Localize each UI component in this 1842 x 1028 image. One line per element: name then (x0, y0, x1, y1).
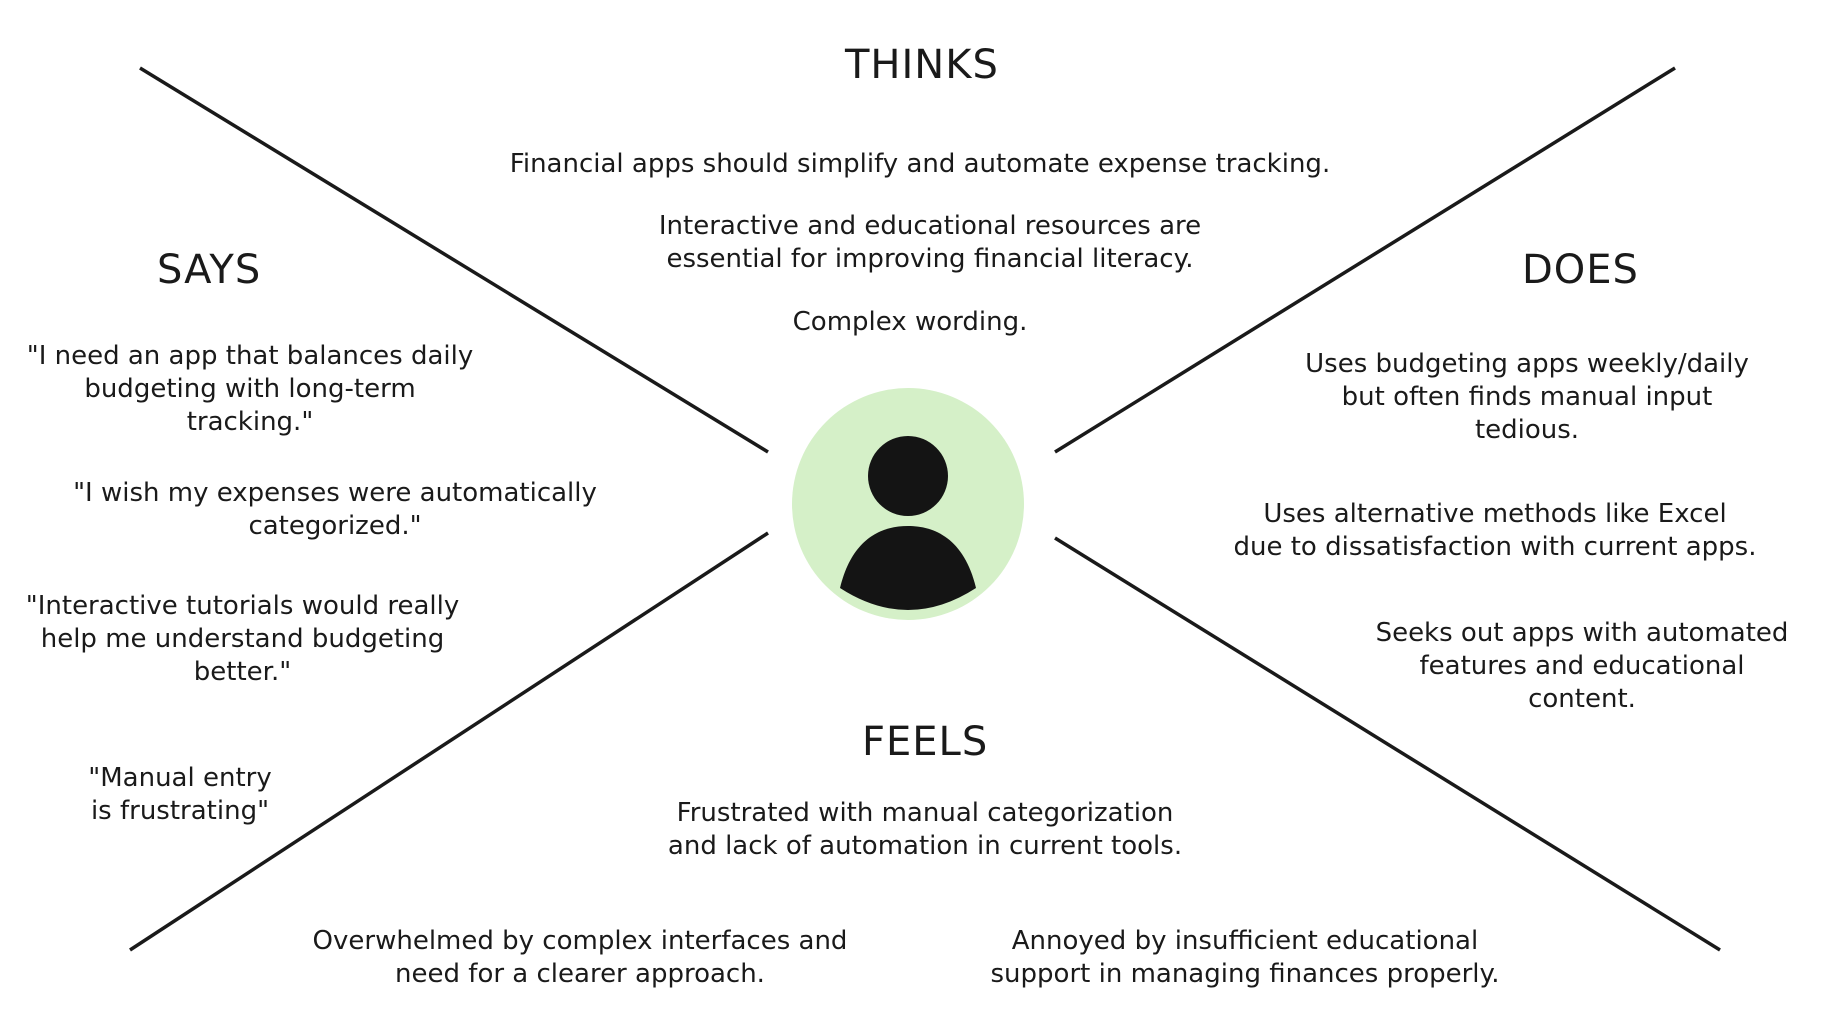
does-note-3: Seeks out apps with automated features a… (1375, 618, 1789, 714)
divider-bottom-left (129, 531, 769, 952)
divider-bottom-right (1054, 536, 1721, 952)
feels-note-3: Annoyed by insufficient educational supp… (990, 926, 1500, 989)
avatar-body (840, 526, 976, 610)
does-heading: DOES (1522, 247, 1639, 293)
avatar-head (868, 436, 948, 516)
divider-top-left (139, 66, 769, 454)
thinks-note-2: Interactive and educational resources ar… (658, 211, 1202, 274)
thinks-note-1: Financial apps should simplify and autom… (509, 149, 1331, 179)
says-note-2: "I wish my expenses were automatically c… (73, 478, 597, 541)
thinks-note-3: Complex wording. (792, 307, 1028, 337)
feels-note-2: Overwhelmed by complex interfaces and ne… (312, 926, 848, 989)
says-note-1: "I need an app that balances daily budge… (26, 341, 474, 437)
says-note-3: "Interactive tutorials would really help… (25, 591, 460, 687)
says-heading: SAYS (157, 247, 262, 293)
feels-note-1: Frustrated with manual categorization an… (667, 798, 1183, 861)
feels-heading: FEELS (862, 719, 989, 765)
does-note-1: Uses budgeting apps weekly/daily but oft… (1305, 349, 1749, 445)
user-avatar (792, 388, 1024, 620)
says-note-4: "Manual entry is frustrating" (88, 763, 272, 826)
thinks-heading: THINKS (845, 42, 999, 88)
does-note-2: Uses alternative methods like Excel due … (1233, 499, 1757, 562)
user-avatar-icon (840, 436, 976, 610)
divider-top-right (1054, 66, 1676, 454)
